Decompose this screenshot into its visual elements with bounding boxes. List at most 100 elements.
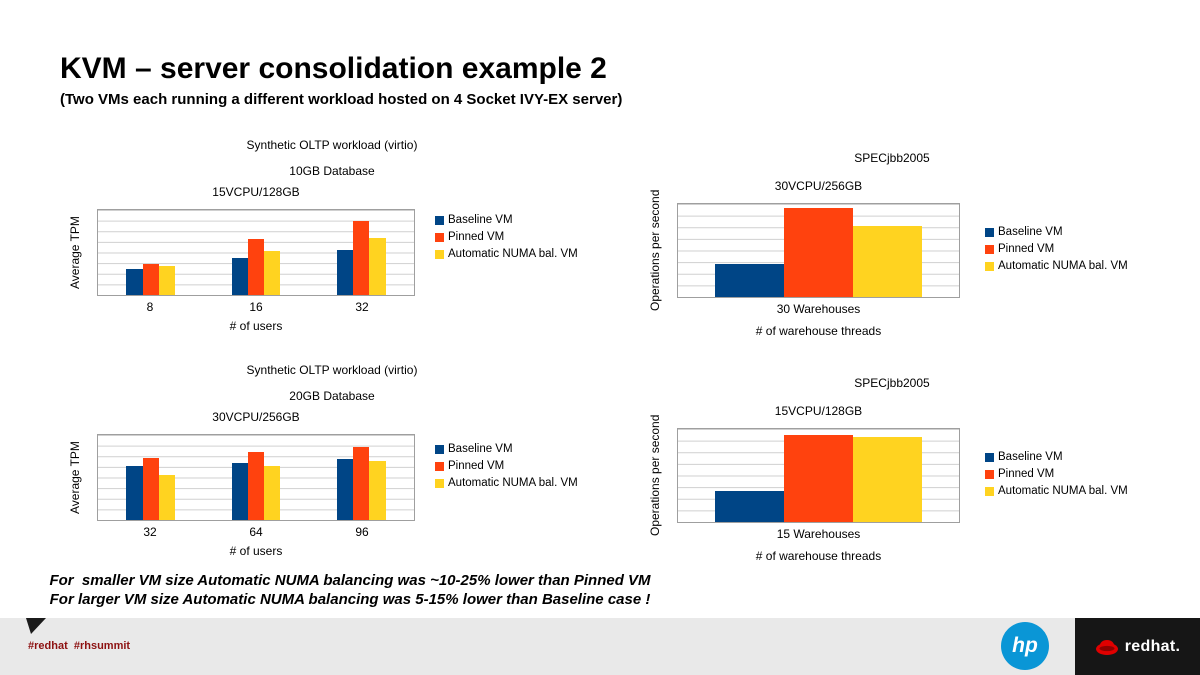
legend-swatch-icon: [985, 227, 994, 237]
x-axis-ticks: 15 Warehouses: [677, 527, 960, 541]
bar: [369, 238, 386, 295]
legend-swatch-icon: [435, 461, 444, 471]
x-tick-label: 96: [355, 525, 369, 539]
plot-area: [97, 209, 415, 296]
legend-swatch-icon: [985, 469, 994, 479]
legend-label: Pinned VM: [998, 468, 1055, 480]
legend-item: Pinned VM: [985, 468, 1128, 480]
bar-group: [678, 429, 959, 522]
conclusion-text: For smaller VM size Automatic NUMA balan…: [10, 571, 690, 609]
legend-item: Baseline VM: [435, 443, 578, 455]
bar: [784, 207, 853, 297]
conclusion-line: For smaller VM size Automatic NUMA balan…: [49, 572, 651, 589]
legend-label: Baseline VM: [448, 443, 513, 455]
chart-title-line: SPECjbb2005: [854, 151, 930, 165]
legend-swatch-icon: [435, 215, 444, 225]
chart-config-title: 15VCPU/128GB: [774, 404, 863, 418]
chart-workload-title: SPECjbb2005: [677, 370, 1107, 396]
plot-area: [97, 434, 415, 521]
bar: [353, 446, 370, 520]
chart-config-title: 30VCPU/256GB: [774, 179, 863, 193]
bar: [715, 264, 785, 297]
chart-oltp-10gb: Synthetic OLTP workload (virtio) 10GB Da…: [60, 130, 600, 355]
chart-specjbb-30vcpu: SPECjbb2005 30VCPU/256GB Operations per …: [640, 130, 1160, 365]
legend-label: Pinned VM: [448, 460, 505, 472]
chart-specjbb-15vcpu: SPECjbb2005 15VCPU/128GB Operations per …: [640, 355, 1160, 590]
redhat-fedora-icon: [1095, 637, 1119, 657]
page-title: KVM – server consolidation example 2: [60, 52, 607, 85]
legend-item: Baseline VM: [435, 214, 578, 226]
chart-legend: Baseline VM Pinned VM Automatic NUMA bal. …: [435, 443, 578, 489]
bar-group: [309, 210, 414, 295]
bar: [158, 266, 176, 295]
chart-title-line: 20GB Database: [289, 389, 375, 403]
bar-group: [203, 435, 308, 520]
chart-title-line: 10GB Database: [289, 164, 375, 178]
conclusion-line: For larger VM size Automatic NUMA balanc…: [49, 591, 651, 608]
legend-swatch-icon: [435, 232, 444, 242]
bar: [247, 238, 265, 295]
bar: [353, 221, 370, 295]
y-axis-label: Operations per second: [648, 414, 662, 536]
legend-label: Automatic NUMA bal. VM: [448, 248, 578, 260]
x-tick-label: 64: [249, 525, 263, 539]
x-tick-label: 32: [355, 300, 369, 314]
bar: [852, 437, 922, 522]
x-axis-ticks: 8 16 32: [97, 300, 415, 314]
legend-item: Automatic NUMA bal. VM: [435, 477, 578, 489]
y-axis-label: Average TPM: [68, 441, 82, 514]
bar: [247, 452, 265, 520]
legend-swatch-icon: [985, 452, 994, 462]
chart-legend: Baseline VM Pinned VM Automatic NUMA bal. …: [985, 226, 1128, 272]
legend-label: Pinned VM: [998, 243, 1055, 255]
bar-group: [98, 435, 203, 520]
legend-swatch-icon: [435, 444, 444, 454]
chart-workload-title: Synthetic OLTP workload (virtio) 20GB Da…: [87, 357, 577, 409]
plot-area: [677, 428, 960, 523]
bar: [264, 465, 281, 520]
x-tick-label: 32: [143, 525, 157, 539]
footer: [0, 618, 1200, 675]
legend-swatch-icon: [985, 244, 994, 254]
x-axis-ticks: 30 Warehouses: [677, 302, 960, 316]
bar: [369, 461, 386, 520]
x-axis-ticks: 32 64 96: [97, 525, 415, 539]
legend-label: Baseline VM: [998, 451, 1063, 463]
legend-label: Pinned VM: [448, 231, 505, 243]
bar: [715, 491, 785, 522]
hp-logo-text: hp: [1012, 634, 1038, 657]
bar: [852, 226, 922, 297]
hp-logo-icon: hp: [1001, 622, 1049, 670]
bar: [784, 434, 853, 522]
bar: [142, 457, 159, 520]
redhat-logo: redhat.: [1075, 618, 1200, 675]
bar: [336, 249, 354, 295]
legend-item: Pinned VM: [985, 243, 1128, 255]
legend-item: Baseline VM: [985, 226, 1128, 238]
x-axis-label: # of users: [229, 544, 283, 558]
legend-item: Pinned VM: [435, 460, 578, 472]
x-tick-label: 8: [146, 300, 154, 314]
chart-title-line: SPECjbb2005: [854, 376, 930, 390]
legend-label: Automatic NUMA bal. VM: [998, 260, 1128, 272]
legend-swatch-icon: [435, 249, 444, 259]
bar-group: [309, 435, 414, 520]
chart-title-line: Synthetic OLTP workload (virtio): [246, 138, 418, 152]
legend-label: Baseline VM: [998, 226, 1063, 238]
legend-swatch-icon: [985, 486, 994, 496]
y-axis-label: Operations per second: [648, 189, 662, 311]
bar: [264, 250, 281, 295]
footer-hashtags: #redhat #rhsummit: [28, 640, 131, 652]
chart-legend: Baseline VM Pinned VM Automatic NUMA bal. …: [985, 451, 1128, 497]
bar: [158, 474, 176, 520]
x-axis-label: # of warehouse threads: [755, 324, 882, 338]
legend-label: Automatic NUMA bal. VM: [998, 485, 1128, 497]
bar-group: [203, 210, 308, 295]
legend-label: Baseline VM: [448, 214, 513, 226]
bar: [126, 465, 143, 520]
x-tick-label: 15 Warehouses: [776, 527, 861, 541]
legend-swatch-icon: [985, 261, 994, 271]
chart-legend: Baseline VM Pinned VM Automatic NUMA bal. …: [435, 214, 578, 260]
legend-item: Automatic NUMA bal. VM: [985, 485, 1128, 497]
